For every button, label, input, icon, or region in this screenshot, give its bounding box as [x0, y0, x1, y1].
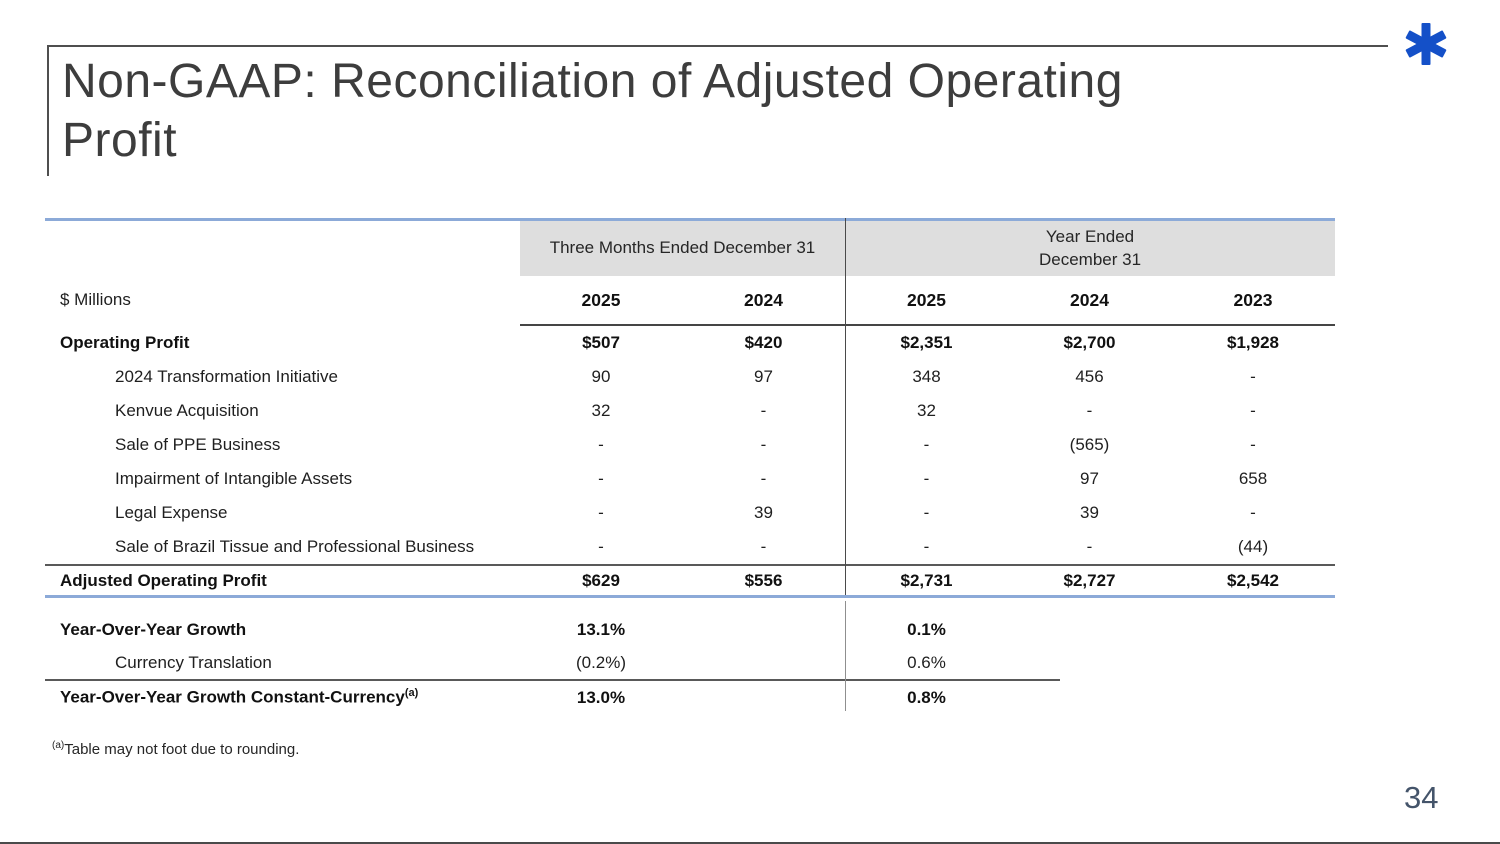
year-header-underline: [520, 324, 1335, 326]
group-header-three-months: Three Months Ended December 31: [520, 221, 845, 276]
asterisk-icon: [1405, 23, 1447, 65]
table-top-accent-line: [45, 218, 1335, 221]
table-row-legal-expense: Legal Expense - 39 - 39 -: [115, 503, 1256, 522]
table-row-sale-ppe-business: Sale of PPE Business - - - (565) -: [115, 435, 1256, 454]
row-yoy-growth: Year-Over-Year Growth 13.1% 0.1%: [60, 619, 946, 639]
col-header: 2025: [581, 289, 621, 310]
constant-currency-divider-line: [45, 679, 1060, 681]
col-header: 2024: [744, 289, 783, 310]
col-header: 2025: [907, 289, 946, 310]
footnote: (a)Table may not foot due to rounding.: [52, 740, 300, 758]
col-header: 2024: [1070, 289, 1109, 310]
section-gap: [45, 598, 1335, 613]
header-spacer: [45, 221, 520, 276]
page-number: 34: [1404, 780, 1439, 815]
footnote-marker: (a): [404, 687, 419, 700]
table-row-kenvue-acquisition: Kenvue Acquisition 32 - 32 - -: [115, 401, 1256, 420]
footnote-marker: (a): [52, 740, 65, 751]
table-row-adjusted-operating-profit: Adjusted Operating Profit $629 $556 $2,7…: [60, 570, 1279, 590]
page-title: Non-GAAP: Reconciliation of Adjusted Ope…: [62, 55, 1123, 167]
table-row-sale-brazil-business: Sale of Brazil Tissue and Professional B…: [115, 537, 1269, 556]
unit-label: $ Millions: [60, 290, 131, 309]
title-box: Non-GAAP: Reconciliation of Adjusted Ope…: [47, 45, 1388, 177]
table-bottom-accent-line: [45, 595, 1335, 598]
column-group-divider-lower: [845, 601, 846, 711]
slide-bottom-edge: [0, 842, 1500, 844]
table-row-transformation-initiative: 2024 Transformation Initiative 90 97 348…: [115, 367, 1256, 386]
table-row-operating-profit: Operating Profit $507 $420 $2,351 $2,700…: [60, 333, 1279, 352]
row-yoy-growth-constant-currency: Year-Over-Year Growth Constant-Currency(…: [60, 687, 946, 707]
group-header-year-ended: Year Ended December 31: [845, 221, 1335, 276]
col-header: 2023: [1233, 289, 1273, 310]
kimberly-clark-logo: [1402, 20, 1450, 68]
table-row-impairment-intangibles: Impairment of Intangible Assets - - - 97…: [115, 469, 1268, 488]
table-group-header: Three Months Ended December 31 Year Ende…: [45, 221, 1335, 276]
row-currency-translation: Currency Translation (0.2%) 0.6%: [115, 652, 946, 672]
year-header-row: $ Millions 2025 2024 2025 2024 2023: [45, 276, 1335, 324]
subtotal-divider-line: [45, 564, 1335, 566]
column-group-divider: [845, 218, 846, 595]
reconciliation-table: Three Months Ended December 31 Year Ende…: [45, 218, 1335, 714]
